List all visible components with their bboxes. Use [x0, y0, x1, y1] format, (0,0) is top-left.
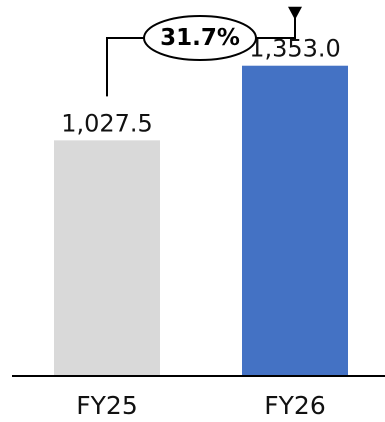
- x-tick-label-fy25: FY25: [76, 391, 137, 420]
- labels-layer: 1,027.5 FY25 1,353.0 FY26: [61, 35, 341, 420]
- growth-oval: [143, 15, 257, 61]
- bars-layer: [54, 65, 348, 376]
- data-label-fy25: 1,027.5: [61, 109, 153, 137]
- growth-arrowhead-icon: [288, 6, 302, 20]
- data-label-fy26: 1,353.0: [249, 35, 341, 63]
- bar-fy26: [242, 65, 348, 376]
- x-tick-label-fy26: FY26: [264, 391, 325, 420]
- growth-label: 31.7%: [160, 25, 240, 51]
- growth-annotation: 31.7%: [106, 6, 302, 97]
- bar-fy25: [54, 140, 160, 376]
